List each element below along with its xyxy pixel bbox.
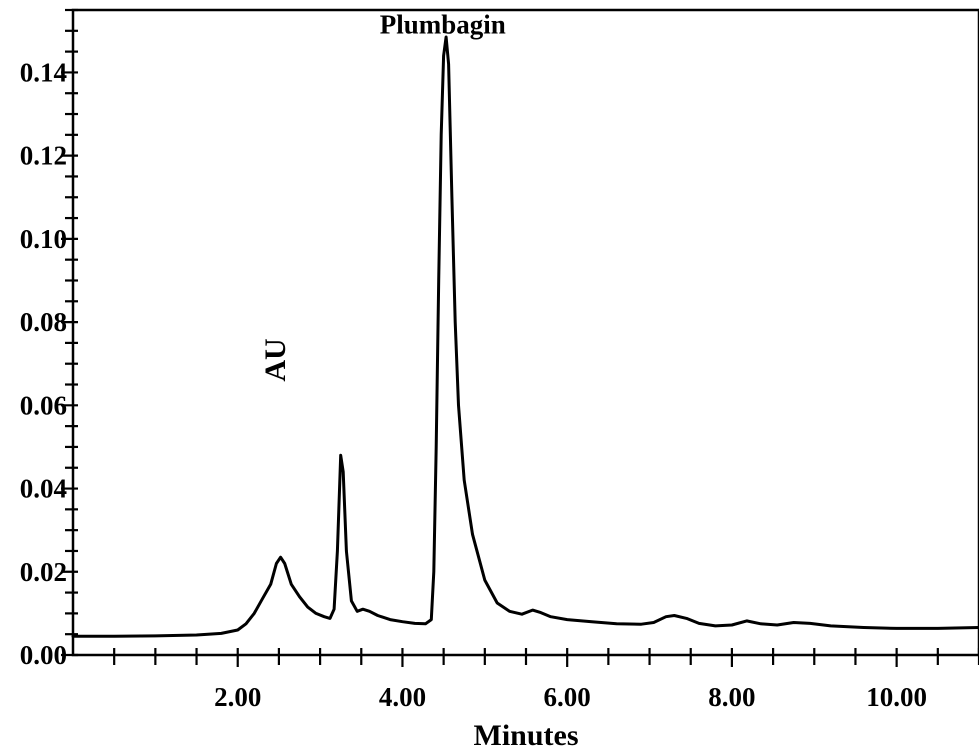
y-tick-label: 0.00 — [20, 640, 67, 670]
y-axis-title: AU — [259, 338, 292, 381]
y-tick-label: 0.12 — [20, 141, 67, 171]
y-tick-label: 0.04 — [20, 474, 67, 504]
x-axis-ticks — [113, 648, 979, 667]
y-tick-label: 0.14 — [20, 57, 67, 87]
chart-annotations: Plumbagin — [380, 9, 506, 39]
y-axis-title-text: AU — [259, 338, 292, 381]
x-tick-label: 10.00 — [866, 682, 927, 712]
x-tick-label: 8.00 — [708, 682, 755, 712]
x-tick-label: 2.00 — [214, 682, 261, 712]
series-line — [71, 35, 979, 638]
y-tick-label: 0.06 — [20, 390, 67, 420]
plot-frame — [71, 8, 979, 657]
y-tick-label: 0.10 — [20, 224, 67, 254]
y-axis-ticks — [61, 8, 78, 657]
x-axis-tick-labels: 2.00 4.00 6.00 8.00 10.00 — [214, 682, 927, 712]
series-traces — [71, 35, 979, 638]
x-tick-label: 6.00 — [544, 682, 591, 712]
x-tick-label: 4.00 — [379, 682, 426, 712]
y-axis-tick-labels: 0.00 0.02 0.04 0.06 0.08 0.10 0.12 0.14 — [20, 57, 67, 670]
plot-area: 2.00 4.00 6.00 8.00 10.00 0.000.020.040.060.… — [20, 8, 979, 712]
peak-annotation: Plumbagin — [380, 9, 506, 39]
y-tick-label: 0.02 — [20, 557, 67, 587]
y-tick-label: 0.08 — [20, 307, 67, 337]
x-axis-title: Minutes — [474, 719, 579, 752]
